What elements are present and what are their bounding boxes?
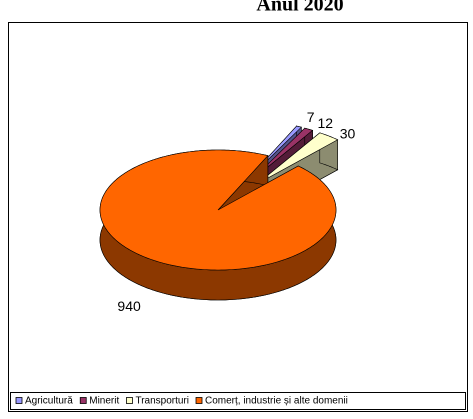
legend-swatch	[79, 397, 87, 404]
slice	[257, 132, 339, 185]
data-label: 12	[317, 115, 333, 131]
legend-label: Minerit	[89, 396, 119, 407]
slice	[99, 149, 337, 271]
data-label: 7	[307, 109, 315, 125]
legend-swatch	[15, 397, 23, 404]
legend-swatch	[195, 397, 203, 404]
legend-box	[10, 392, 466, 410]
data-label: 940	[117, 298, 141, 314]
data-label: 30	[340, 126, 356, 142]
chart-title: Anul 2020	[256, 0, 343, 16]
legend-label: Agricultură	[25, 396, 73, 407]
slice	[99, 149, 337, 301]
legend-swatch	[126, 397, 133, 404]
legend-label: Comerț, industrie și alte domenii	[205, 396, 348, 407]
legend-label: Transporturi	[135, 396, 189, 407]
